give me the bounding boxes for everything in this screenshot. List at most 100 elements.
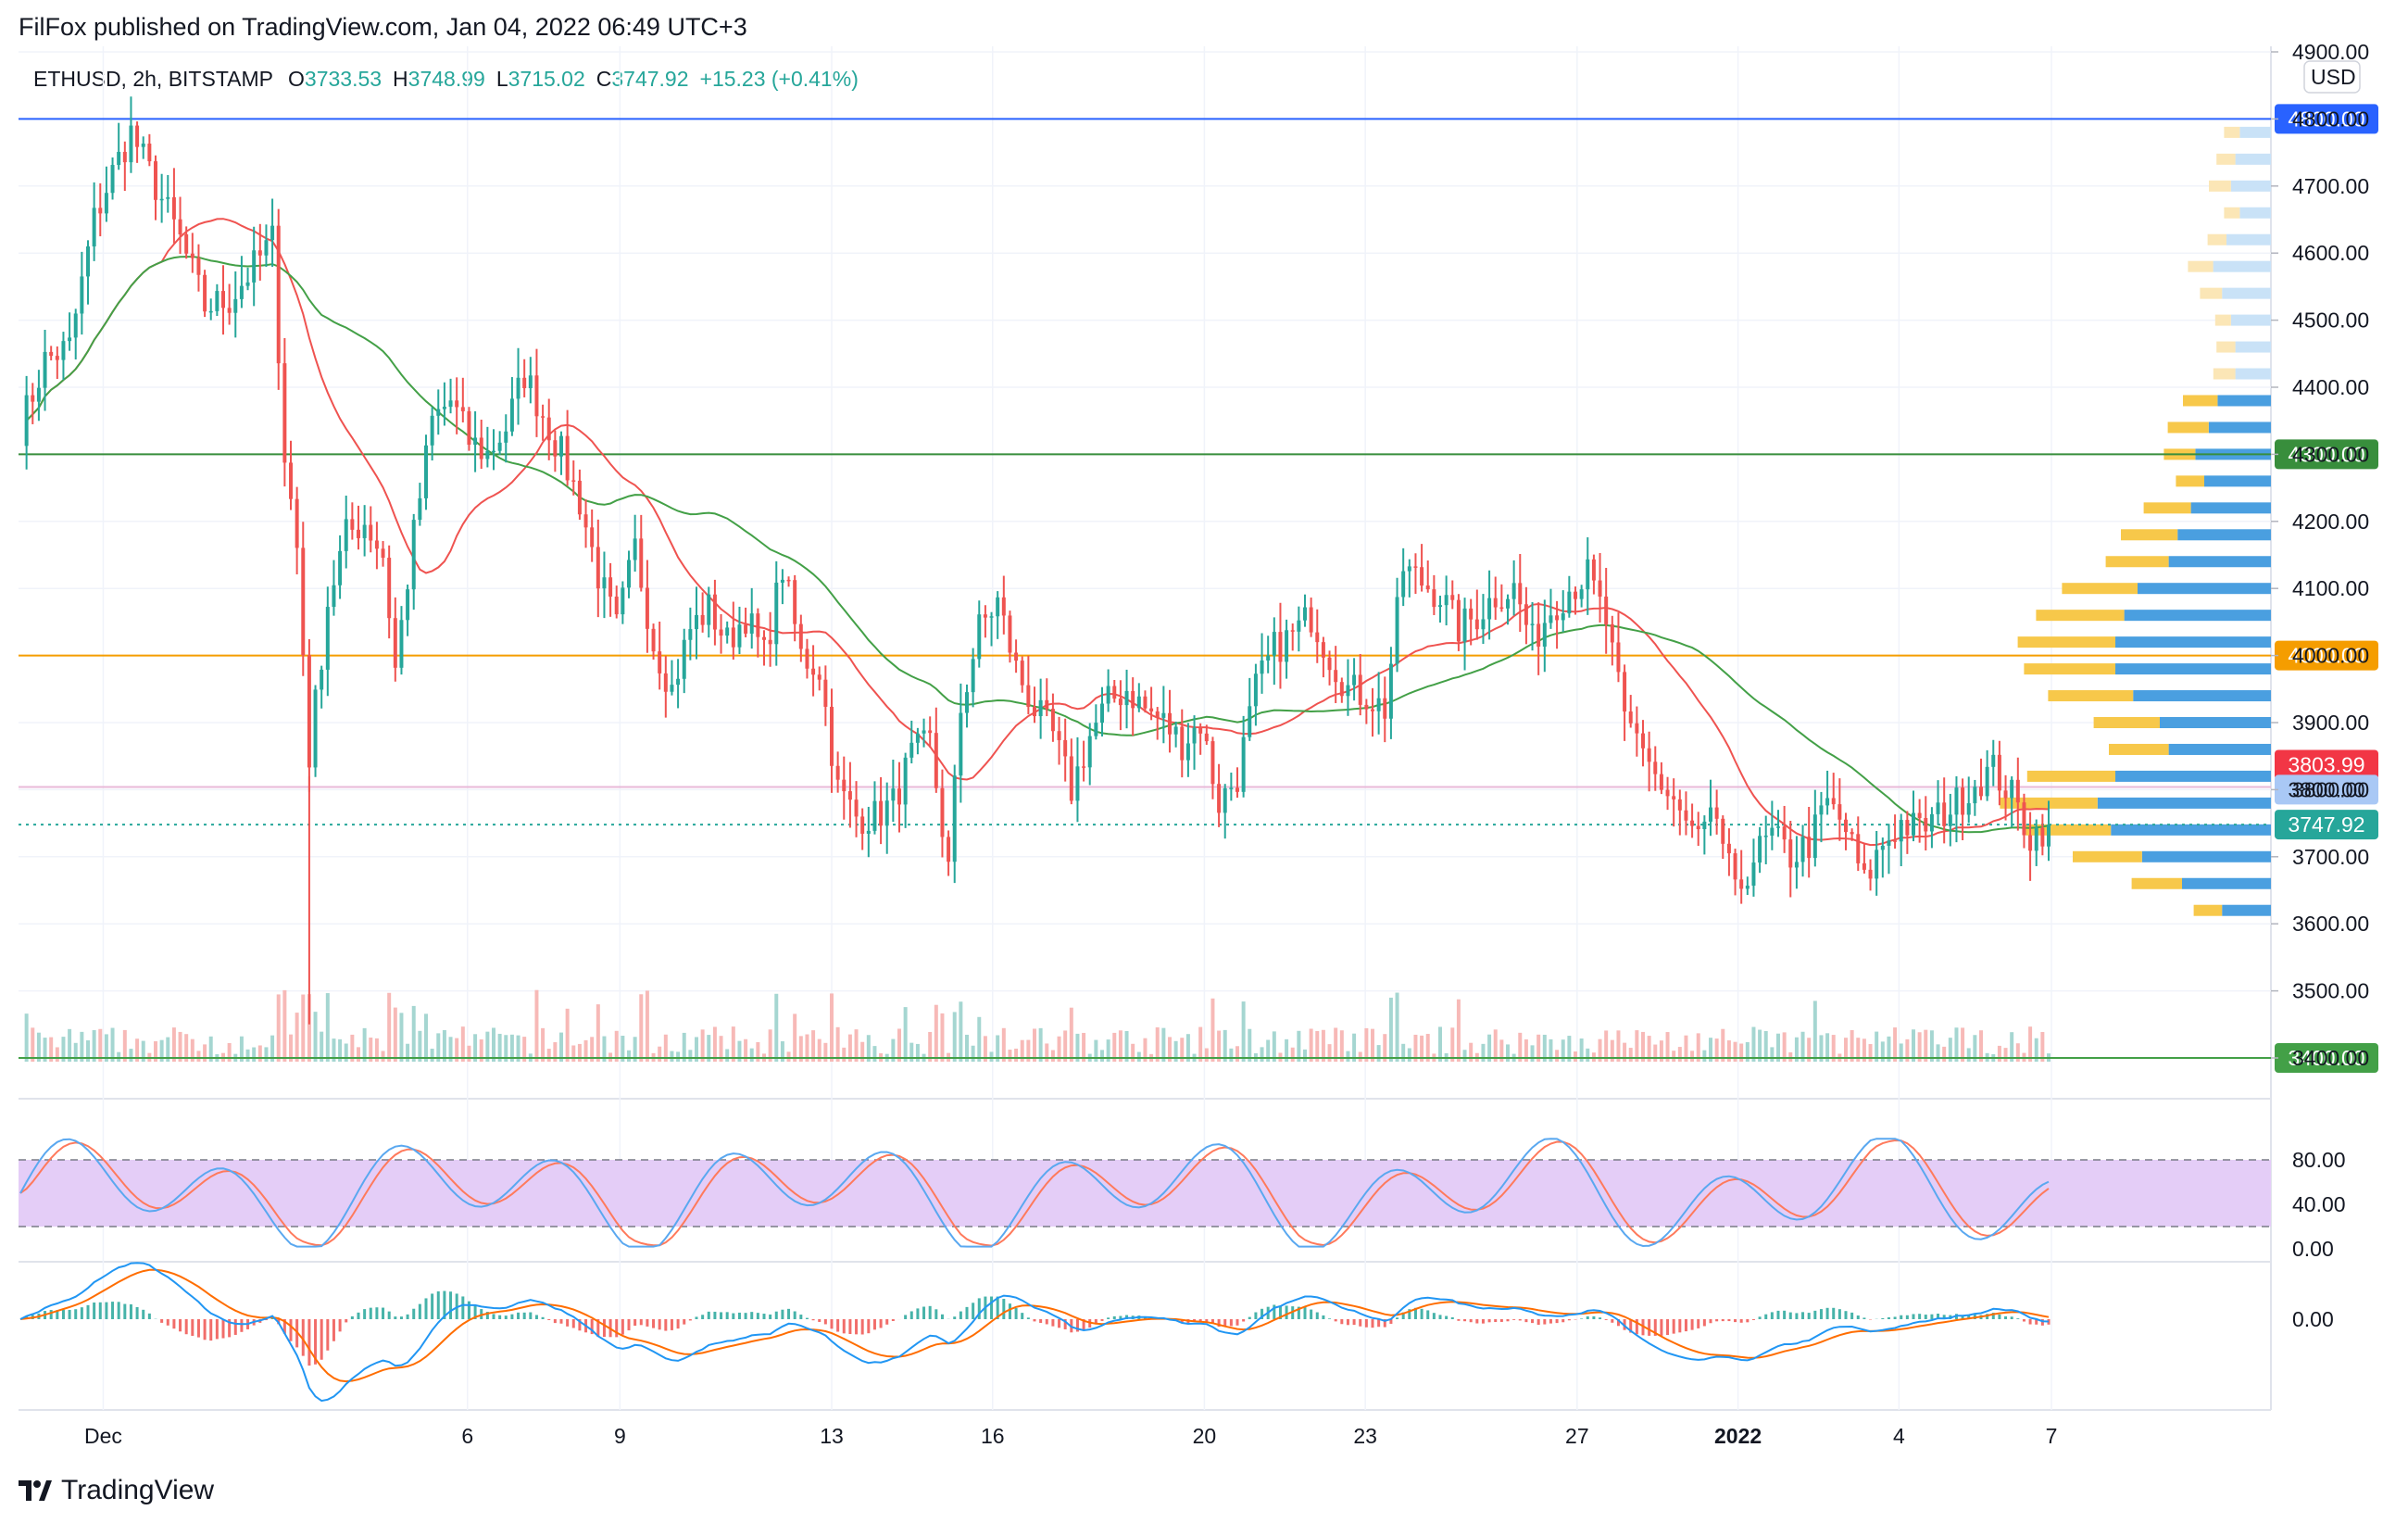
candle[interactable] xyxy=(830,688,834,793)
candle[interactable] xyxy=(1684,791,1688,836)
candle[interactable] xyxy=(1616,612,1621,683)
candle[interactable] xyxy=(1063,718,1068,782)
candle[interactable] xyxy=(774,560,779,666)
candle[interactable] xyxy=(221,265,225,335)
candle[interactable] xyxy=(1979,758,1983,800)
candle[interactable] xyxy=(362,505,367,557)
candle[interactable] xyxy=(2047,800,2051,862)
candle[interactable] xyxy=(1118,680,1122,731)
candle[interactable] xyxy=(227,283,232,325)
candle[interactable] xyxy=(325,586,330,697)
candle[interactable] xyxy=(1290,623,1295,651)
candle[interactable] xyxy=(798,614,803,662)
candle[interactable] xyxy=(1561,590,1565,633)
candle[interactable] xyxy=(621,581,625,624)
candle[interactable] xyxy=(1297,606,1301,652)
candle[interactable] xyxy=(1844,812,1848,850)
candle[interactable] xyxy=(922,718,926,748)
candle[interactable] xyxy=(1106,669,1110,712)
candle[interactable] xyxy=(884,782,889,854)
candle[interactable] xyxy=(688,607,693,661)
candle[interactable] xyxy=(1726,828,1731,876)
candle[interactable] xyxy=(860,808,865,850)
candle[interactable] xyxy=(1591,554,1596,595)
candle[interactable] xyxy=(1192,715,1197,770)
candle[interactable] xyxy=(1794,836,1799,889)
candle[interactable] xyxy=(479,420,483,470)
candle[interactable] xyxy=(1241,715,1246,798)
candle[interactable] xyxy=(695,586,698,660)
candle[interactable] xyxy=(455,377,459,434)
candle[interactable] xyxy=(1887,824,1891,875)
candle[interactable] xyxy=(36,370,41,422)
candle[interactable] xyxy=(406,585,410,636)
candle[interactable] xyxy=(1033,686,1036,724)
candle[interactable] xyxy=(952,764,957,884)
candle[interactable] xyxy=(1180,709,1185,778)
candle[interactable] xyxy=(141,136,145,159)
candle[interactable] xyxy=(467,407,471,451)
candle[interactable] xyxy=(332,560,336,616)
candle[interactable] xyxy=(1506,594,1510,625)
candle[interactable] xyxy=(725,621,730,644)
candle[interactable] xyxy=(344,496,348,569)
candle[interactable] xyxy=(996,591,1000,639)
candle[interactable] xyxy=(608,562,613,617)
candle[interactable] xyxy=(1714,789,1719,835)
candle[interactable] xyxy=(1407,559,1411,598)
candle[interactable] xyxy=(1549,588,1553,629)
candle[interactable] xyxy=(1334,646,1338,703)
candle[interactable] xyxy=(768,611,772,667)
candle[interactable] xyxy=(147,133,152,167)
candle[interactable] xyxy=(534,348,539,437)
candle[interactable] xyxy=(1008,610,1012,663)
candle[interactable] xyxy=(1702,815,1707,855)
candle[interactable] xyxy=(357,505,360,550)
candle[interactable] xyxy=(1641,720,1645,767)
candle[interactable] xyxy=(1807,807,1812,878)
candle[interactable] xyxy=(737,606,742,655)
candle[interactable] xyxy=(1929,807,1934,849)
candle[interactable] xyxy=(639,514,644,592)
candle[interactable] xyxy=(983,605,987,638)
candle[interactable] xyxy=(1278,602,1283,689)
candle[interactable] xyxy=(1542,599,1547,673)
candle[interactable] xyxy=(1487,570,1492,640)
candle[interactable] xyxy=(786,576,791,587)
candle[interactable] xyxy=(1131,677,1135,736)
candle[interactable] xyxy=(1604,568,1609,654)
candle[interactable] xyxy=(1628,695,1633,728)
candle[interactable] xyxy=(1026,655,1031,715)
candle[interactable] xyxy=(1875,831,1879,896)
candle[interactable] xyxy=(817,666,821,691)
candle[interactable] xyxy=(1474,589,1479,640)
candle[interactable] xyxy=(203,270,207,318)
candle[interactable] xyxy=(805,638,809,679)
candle[interactable] xyxy=(1745,876,1750,896)
candle[interactable] xyxy=(1635,706,1639,757)
candle[interactable] xyxy=(1586,536,1590,615)
candle[interactable] xyxy=(1272,617,1276,686)
candle[interactable] xyxy=(1266,636,1271,673)
candle[interactable] xyxy=(1856,816,1861,872)
candle[interactable] xyxy=(847,762,852,828)
candle[interactable] xyxy=(1954,775,1959,843)
candle[interactable] xyxy=(1149,686,1154,721)
candle[interactable] xyxy=(2010,776,2014,828)
candle[interactable] xyxy=(1924,796,1928,851)
candle[interactable] xyxy=(208,298,213,321)
candle[interactable] xyxy=(756,608,760,658)
candle[interactable] xyxy=(854,781,859,837)
tradingview-logo[interactable]: TradingView xyxy=(19,1475,214,1506)
candle[interactable] xyxy=(947,830,951,876)
candle[interactable] xyxy=(1438,596,1442,623)
candle[interactable] xyxy=(184,226,189,259)
candle[interactable] xyxy=(1493,576,1498,620)
candle[interactable] xyxy=(2040,813,2045,856)
candle[interactable] xyxy=(497,431,502,456)
candle[interactable] xyxy=(1776,810,1780,837)
candle[interactable] xyxy=(1574,586,1577,615)
candle[interactable] xyxy=(313,685,318,777)
candle[interactable] xyxy=(1623,664,1627,741)
candle[interactable] xyxy=(399,606,404,675)
